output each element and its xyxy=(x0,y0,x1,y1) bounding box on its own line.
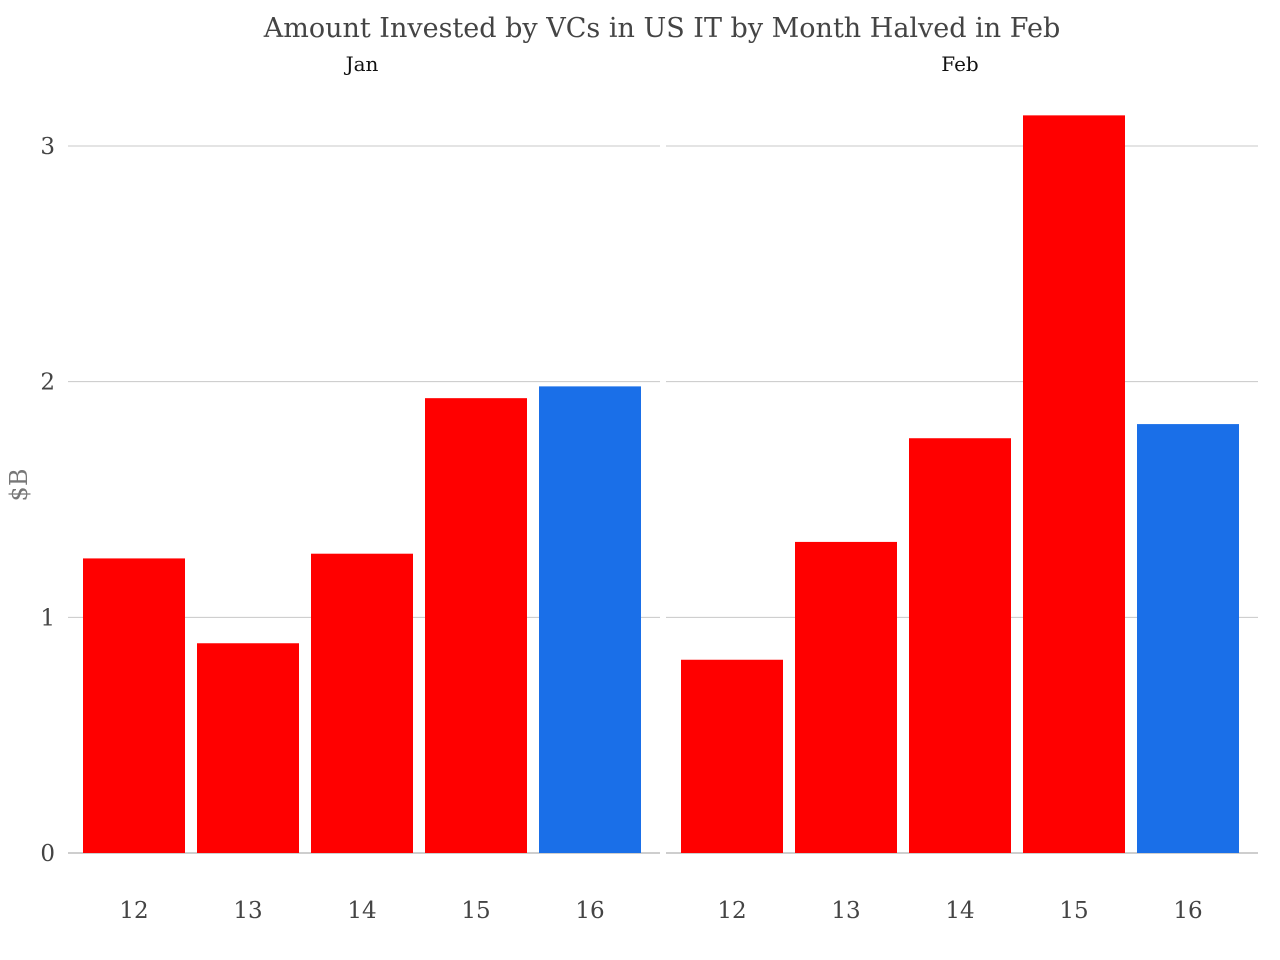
bar-feb-13 xyxy=(795,541,897,853)
y-axis-label: $B xyxy=(5,469,33,502)
bar-jan-12 xyxy=(83,558,185,853)
x-tick-label-jan-13: 13 xyxy=(233,898,262,924)
x-tick-label-jan-12: 12 xyxy=(119,898,148,924)
y-tick-label-3: 3 xyxy=(40,134,55,160)
bar-feb-12 xyxy=(681,659,783,853)
y-tick-label-1: 1 xyxy=(40,605,55,631)
x-tick-label-jan-16: 16 xyxy=(575,898,604,924)
x-tick-label-jan-14: 14 xyxy=(347,898,376,924)
bar-jan-16 xyxy=(539,386,641,853)
bar-feb-16 xyxy=(1137,424,1239,853)
bar-feb-14 xyxy=(909,438,1011,853)
chart-title: Amount Invested by VCs in US IT by Month… xyxy=(263,13,1061,44)
panel-label-jan: Jan xyxy=(344,52,379,76)
x-tick-label-feb-15: 15 xyxy=(1059,898,1088,924)
x-tick-label-feb-12: 12 xyxy=(717,898,746,924)
x-tick-label-feb-13: 13 xyxy=(831,898,860,924)
y-tick-label-0: 0 xyxy=(40,841,55,867)
bar-jan-14 xyxy=(311,553,413,853)
panel-label-feb: Feb xyxy=(941,52,978,76)
x-tick-label-jan-15: 15 xyxy=(461,898,490,924)
x-tick-label-feb-16: 16 xyxy=(1173,898,1202,924)
x-tick-label-feb-14: 14 xyxy=(945,898,974,924)
bar-feb-15 xyxy=(1023,115,1125,853)
bar-jan-13 xyxy=(197,643,299,853)
y-tick-label-2: 2 xyxy=(40,370,55,396)
bar-jan-15 xyxy=(425,398,527,853)
